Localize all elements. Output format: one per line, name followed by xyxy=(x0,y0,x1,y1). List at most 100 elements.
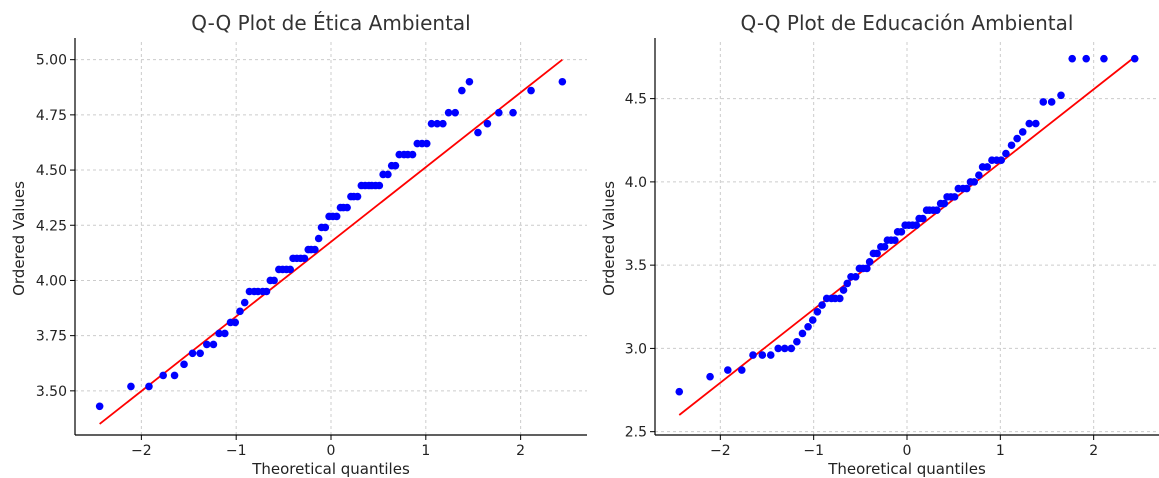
x-tick-label: 0 xyxy=(903,443,912,459)
data-point xyxy=(483,119,492,128)
data-point xyxy=(975,171,983,180)
data-point xyxy=(919,214,927,223)
data-point xyxy=(444,108,453,117)
data-point xyxy=(865,258,874,266)
x-axis-label: Theoretical quantiles xyxy=(251,460,410,478)
data-point xyxy=(1002,149,1010,158)
x-tick-label: −2 xyxy=(131,443,152,459)
chart-panel-1: −2 −1 0 1 2 3.50 3.75 4.00 4.25 4.50 4.75 5.00 Q-Q P… xyxy=(10,11,587,478)
x-tick-label: 2 xyxy=(1089,443,1098,459)
data-point xyxy=(1025,119,1034,128)
data-point xyxy=(774,344,782,353)
data-point xyxy=(970,178,978,186)
data-point xyxy=(804,322,812,331)
data-point xyxy=(427,119,436,128)
y-tick-label: 3.75 xyxy=(36,329,67,345)
y-tick-label: 5.00 xyxy=(36,53,67,69)
x-axis-label: Theoretical quantiles xyxy=(827,460,986,478)
data-point xyxy=(839,286,848,294)
fit-line xyxy=(99,58,563,425)
y-tick-label: 4.50 xyxy=(36,163,67,179)
data-point xyxy=(675,387,684,396)
data-point xyxy=(95,402,104,411)
data-point xyxy=(433,119,441,128)
data-point xyxy=(465,77,474,86)
chart-panel-2: −2 −1 0 1 2 2.5 3.0 3.5 4.0 4.5 Q-Q Plot de Educac… xyxy=(600,11,1159,478)
y-tick-label: 3.50 xyxy=(36,384,67,400)
data-point xyxy=(262,287,271,296)
data-point xyxy=(451,108,460,117)
data-point xyxy=(983,163,992,171)
data-point xyxy=(912,221,921,229)
data-point xyxy=(439,119,447,128)
data-point xyxy=(787,344,796,353)
data-point xyxy=(343,203,351,212)
data-point xyxy=(1082,54,1090,63)
y-tick-label: 4.75 xyxy=(36,108,67,124)
data-point xyxy=(836,294,844,303)
data-point xyxy=(1018,128,1027,136)
data-point xyxy=(188,349,197,358)
data-point xyxy=(495,108,503,117)
data-point xyxy=(818,301,826,309)
data-point xyxy=(891,236,899,244)
data-point xyxy=(236,307,244,316)
chart-title: Q-Q Plot de Ética Ambiental xyxy=(191,11,470,35)
data-point xyxy=(384,170,392,179)
data-point xyxy=(221,329,229,338)
data-point xyxy=(209,340,218,349)
data-point xyxy=(422,139,431,148)
x-tick-label: −2 xyxy=(710,443,731,459)
data-point xyxy=(933,206,941,214)
data-point xyxy=(1100,54,1108,63)
y-tick-label: 4.0 xyxy=(625,175,647,191)
data-point xyxy=(375,181,384,190)
data-point xyxy=(997,156,1006,165)
data-point xyxy=(391,161,400,170)
data-point xyxy=(474,128,482,137)
x-tick-label: 1 xyxy=(996,443,1005,459)
y-tick-label: 4.5 xyxy=(625,92,647,108)
data-point xyxy=(353,192,362,201)
data-point xyxy=(780,344,789,353)
data-point xyxy=(159,371,167,380)
data-point xyxy=(962,184,971,193)
data-point xyxy=(758,351,767,359)
data-point xyxy=(408,150,417,159)
y-axis-label: Ordered Values xyxy=(10,181,28,296)
x-tick-label: −1 xyxy=(226,443,247,459)
y-tick-label: 4.25 xyxy=(36,218,67,234)
data-point xyxy=(311,245,319,254)
data-point xyxy=(808,316,817,324)
data-point xyxy=(766,351,775,359)
data-point xyxy=(940,199,949,208)
data-point xyxy=(724,366,732,374)
data-point xyxy=(706,372,714,381)
data-point xyxy=(873,249,881,258)
data-point xyxy=(798,329,807,338)
data-point xyxy=(240,298,249,307)
data-point xyxy=(196,349,204,358)
x-tick-label: 2 xyxy=(516,443,525,459)
data-point xyxy=(458,86,466,95)
y-tick-label: 4.00 xyxy=(36,273,67,289)
y-tick-label: 3.5 xyxy=(625,258,647,274)
y-tick-label: 3.0 xyxy=(625,341,647,357)
data-point xyxy=(286,265,295,274)
data-point xyxy=(1007,141,1016,150)
y-axis-label: Ordered Values xyxy=(600,181,618,296)
chart-title: Q-Q Plot de Educación Ambiental xyxy=(741,11,1074,35)
data-point xyxy=(843,279,852,288)
data-point xyxy=(145,382,153,391)
y-tick-label: 2.5 xyxy=(625,425,647,441)
data-point xyxy=(950,193,959,201)
data-point xyxy=(202,340,211,349)
data-point xyxy=(558,77,567,86)
data-point xyxy=(1130,54,1139,63)
data-point xyxy=(300,254,309,263)
data-point xyxy=(231,318,240,327)
data-point xyxy=(738,366,746,374)
data-point xyxy=(527,86,535,95)
